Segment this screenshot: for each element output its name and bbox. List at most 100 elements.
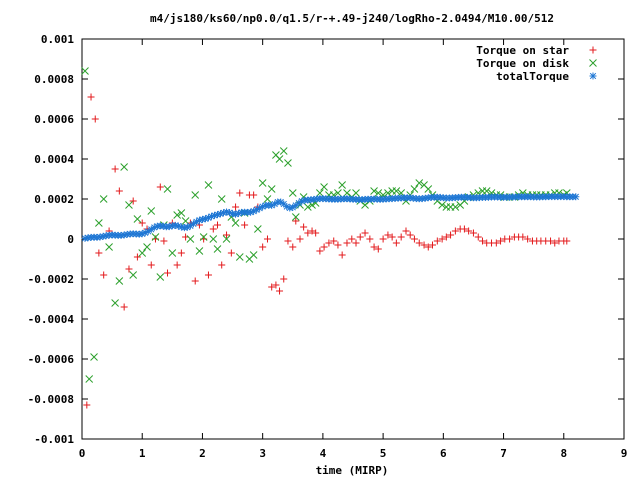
data-point xyxy=(232,203,240,211)
data-point xyxy=(236,189,244,197)
data-point xyxy=(207,212,215,220)
y-tick-label: 0.0006 xyxy=(34,113,74,126)
x-tick-label: 7 xyxy=(500,447,507,460)
data-point xyxy=(99,232,107,240)
data-point xyxy=(235,253,244,261)
data-point xyxy=(143,243,151,251)
data-point xyxy=(174,222,182,230)
data-point xyxy=(87,93,95,101)
data-point xyxy=(406,231,414,239)
data-point xyxy=(415,179,424,187)
data-point xyxy=(204,181,213,189)
data-point xyxy=(147,207,156,215)
data-point xyxy=(478,237,486,245)
x-tick-label: 9 xyxy=(621,447,628,460)
data-point xyxy=(343,239,351,247)
data-point xyxy=(334,241,342,249)
data-point xyxy=(361,201,369,209)
data-point xyxy=(433,237,441,245)
data-point xyxy=(250,207,258,215)
data-point xyxy=(138,219,146,227)
data-point xyxy=(298,197,306,205)
data-point xyxy=(424,185,433,193)
data-point xyxy=(177,209,186,217)
data-point xyxy=(268,201,276,209)
data-point xyxy=(272,281,280,289)
data-point xyxy=(120,303,128,311)
data-point xyxy=(150,223,158,231)
data-point xyxy=(492,239,500,247)
data-point xyxy=(263,195,272,203)
data-point xyxy=(173,211,182,219)
data-point xyxy=(384,189,392,197)
data-point xyxy=(438,201,446,209)
data-point xyxy=(388,233,396,241)
data-point xyxy=(223,231,231,239)
data-point xyxy=(144,227,152,235)
data-point xyxy=(156,183,164,191)
data-point xyxy=(482,187,491,195)
data-point xyxy=(133,215,142,223)
data-point xyxy=(226,209,234,217)
data-point xyxy=(183,223,191,231)
data-point xyxy=(438,235,446,243)
data-point xyxy=(286,204,294,212)
x-tick-label: 4 xyxy=(320,447,327,460)
x-tick-label: 2 xyxy=(199,447,206,460)
data-point xyxy=(343,189,351,197)
data-point xyxy=(572,193,580,201)
data-point xyxy=(361,229,369,237)
data-point xyxy=(120,231,128,239)
data-point xyxy=(519,233,527,241)
data-point xyxy=(330,237,338,245)
data-point xyxy=(384,231,392,239)
data-point xyxy=(428,241,436,249)
data-point xyxy=(303,203,312,211)
legend-label: Torque on star xyxy=(476,44,569,57)
data-point xyxy=(120,163,129,171)
data-point xyxy=(352,189,360,197)
data-point xyxy=(415,239,423,247)
data-point xyxy=(253,206,261,214)
data-point xyxy=(201,215,209,223)
series-torque-on-disk xyxy=(81,67,571,383)
y-tick-label: -0.001 xyxy=(34,433,74,446)
data-point xyxy=(308,227,316,235)
data-point xyxy=(247,208,255,216)
data-point xyxy=(250,191,258,199)
data-point xyxy=(316,247,324,255)
data-point xyxy=(209,235,218,243)
data-point xyxy=(241,221,249,229)
y-tick-label: 0.0008 xyxy=(34,73,74,86)
data-point xyxy=(204,214,212,222)
data-point xyxy=(163,185,172,193)
data-point xyxy=(284,237,292,245)
data-point xyxy=(102,232,110,240)
data-point xyxy=(165,223,173,231)
data-point xyxy=(147,225,155,233)
data-point xyxy=(276,287,284,295)
data-point xyxy=(410,235,418,243)
data-point xyxy=(83,401,91,409)
data-point xyxy=(151,233,160,241)
data-point xyxy=(259,243,267,251)
data-point xyxy=(263,235,271,243)
data-point xyxy=(191,277,199,285)
data-point xyxy=(379,235,387,243)
data-point xyxy=(222,235,231,243)
data-point xyxy=(195,216,203,224)
data-point xyxy=(289,203,297,211)
y-tick-label: 0.001 xyxy=(41,33,74,46)
data-point xyxy=(232,210,240,218)
data-point xyxy=(115,187,123,195)
data-point xyxy=(338,181,347,189)
data-point xyxy=(177,223,185,231)
data-point xyxy=(235,209,243,217)
data-point xyxy=(141,229,149,237)
data-point xyxy=(159,222,167,230)
data-point xyxy=(138,230,146,238)
y-tick-label: -0.0006 xyxy=(28,353,75,366)
data-point xyxy=(256,204,264,212)
